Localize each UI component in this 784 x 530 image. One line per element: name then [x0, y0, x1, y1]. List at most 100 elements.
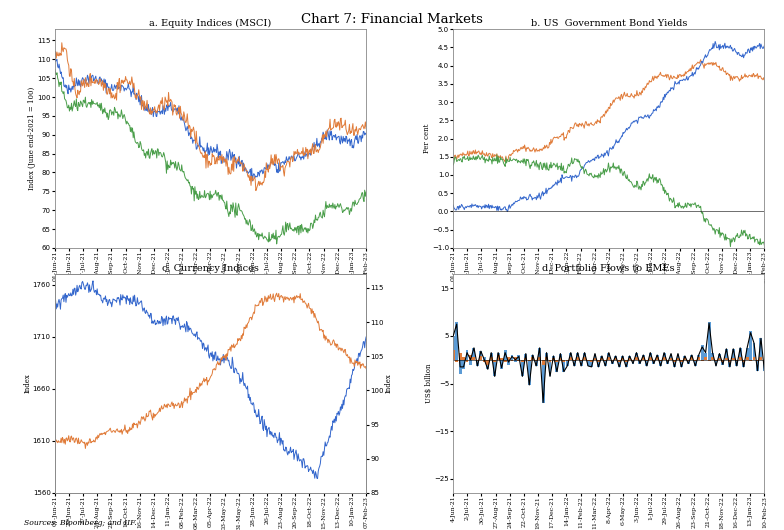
Bar: [469, 355, 472, 360]
Bar: [469, 360, 472, 365]
Bar: [684, 358, 686, 360]
Bar: [655, 355, 659, 357]
Bar: [503, 350, 506, 360]
Bar: [625, 362, 627, 367]
Bar: [739, 357, 742, 360]
Bar: [670, 358, 673, 360]
Bar: [725, 349, 728, 358]
Title: b. US  Government Bond Yields: b. US Government Bond Yields: [531, 20, 687, 29]
Bar: [746, 348, 749, 357]
Bar: [673, 362, 676, 367]
Bar: [466, 360, 469, 362]
Bar: [524, 358, 528, 360]
Bar: [642, 355, 644, 357]
Bar: [490, 352, 492, 357]
Bar: [514, 360, 517, 362]
Bar: [628, 358, 631, 360]
Bar: [549, 362, 551, 376]
Bar: [677, 354, 680, 358]
Bar: [500, 358, 503, 360]
Bar: [704, 357, 707, 360]
Bar: [756, 360, 759, 361]
Bar: [535, 360, 538, 361]
Bar: [545, 352, 548, 357]
Bar: [476, 361, 479, 366]
Y-axis label: Index: Index: [385, 374, 393, 393]
Bar: [601, 358, 604, 360]
Bar: [763, 360, 766, 361]
Bar: [456, 322, 458, 360]
Bar: [524, 354, 528, 358]
Bar: [731, 358, 735, 360]
Bar: [528, 361, 531, 385]
Bar: [583, 357, 586, 360]
Bar: [483, 357, 486, 360]
Bar: [628, 356, 631, 358]
Bar: [559, 358, 562, 360]
Y-axis label: US$ billion: US$ billion: [425, 364, 433, 403]
Bar: [459, 360, 462, 374]
Bar: [615, 358, 617, 360]
Bar: [456, 360, 458, 362]
Bar: [490, 357, 492, 360]
Bar: [611, 361, 614, 364]
Bar: [714, 361, 717, 366]
Y-axis label: Index (June end-2021 = 100): Index (June end-2021 = 100): [27, 87, 36, 190]
Bar: [750, 331, 752, 360]
Text: Sources: Bloomberg; and IIF.: Sources: Bloomberg; and IIF.: [24, 519, 136, 527]
Bar: [711, 352, 714, 357]
Bar: [493, 360, 496, 362]
Bar: [576, 357, 579, 360]
Bar: [452, 336, 455, 350]
Bar: [569, 357, 572, 360]
Bar: [521, 362, 524, 376]
Bar: [701, 346, 703, 360]
Bar: [666, 360, 669, 361]
Bar: [542, 360, 545, 365]
Bar: [497, 355, 499, 360]
Bar: [579, 361, 583, 366]
Bar: [635, 352, 638, 357]
Bar: [597, 362, 600, 367]
Bar: [593, 354, 597, 358]
Bar: [739, 348, 742, 357]
Bar: [756, 361, 759, 370]
Bar: [593, 358, 597, 360]
Bar: [635, 357, 638, 360]
Bar: [632, 361, 634, 364]
Bar: [697, 357, 700, 360]
Bar: [604, 361, 607, 366]
Bar: [562, 360, 565, 362]
Bar: [510, 355, 514, 360]
Bar: [576, 352, 579, 357]
Bar: [528, 360, 531, 361]
Bar: [618, 360, 621, 362]
Bar: [746, 357, 749, 360]
Bar: [542, 365, 545, 403]
Bar: [760, 338, 762, 357]
Bar: [586, 360, 590, 361]
Bar: [500, 360, 503, 369]
Bar: [601, 356, 604, 358]
Bar: [638, 361, 641, 364]
Bar: [473, 348, 475, 357]
Bar: [753, 357, 756, 360]
Bar: [704, 352, 707, 357]
Bar: [721, 362, 724, 365]
Bar: [479, 351, 482, 356]
Bar: [514, 357, 517, 360]
Bar: [718, 354, 721, 358]
Bar: [497, 352, 499, 355]
Bar: [697, 355, 700, 357]
Bar: [573, 361, 575, 366]
Bar: [486, 365, 489, 369]
Bar: [562, 362, 565, 372]
Bar: [608, 352, 610, 357]
Bar: [763, 361, 766, 370]
Bar: [608, 357, 610, 360]
Bar: [735, 361, 739, 366]
Bar: [645, 360, 648, 361]
Bar: [532, 357, 534, 360]
Bar: [621, 358, 624, 360]
Bar: [538, 348, 541, 357]
